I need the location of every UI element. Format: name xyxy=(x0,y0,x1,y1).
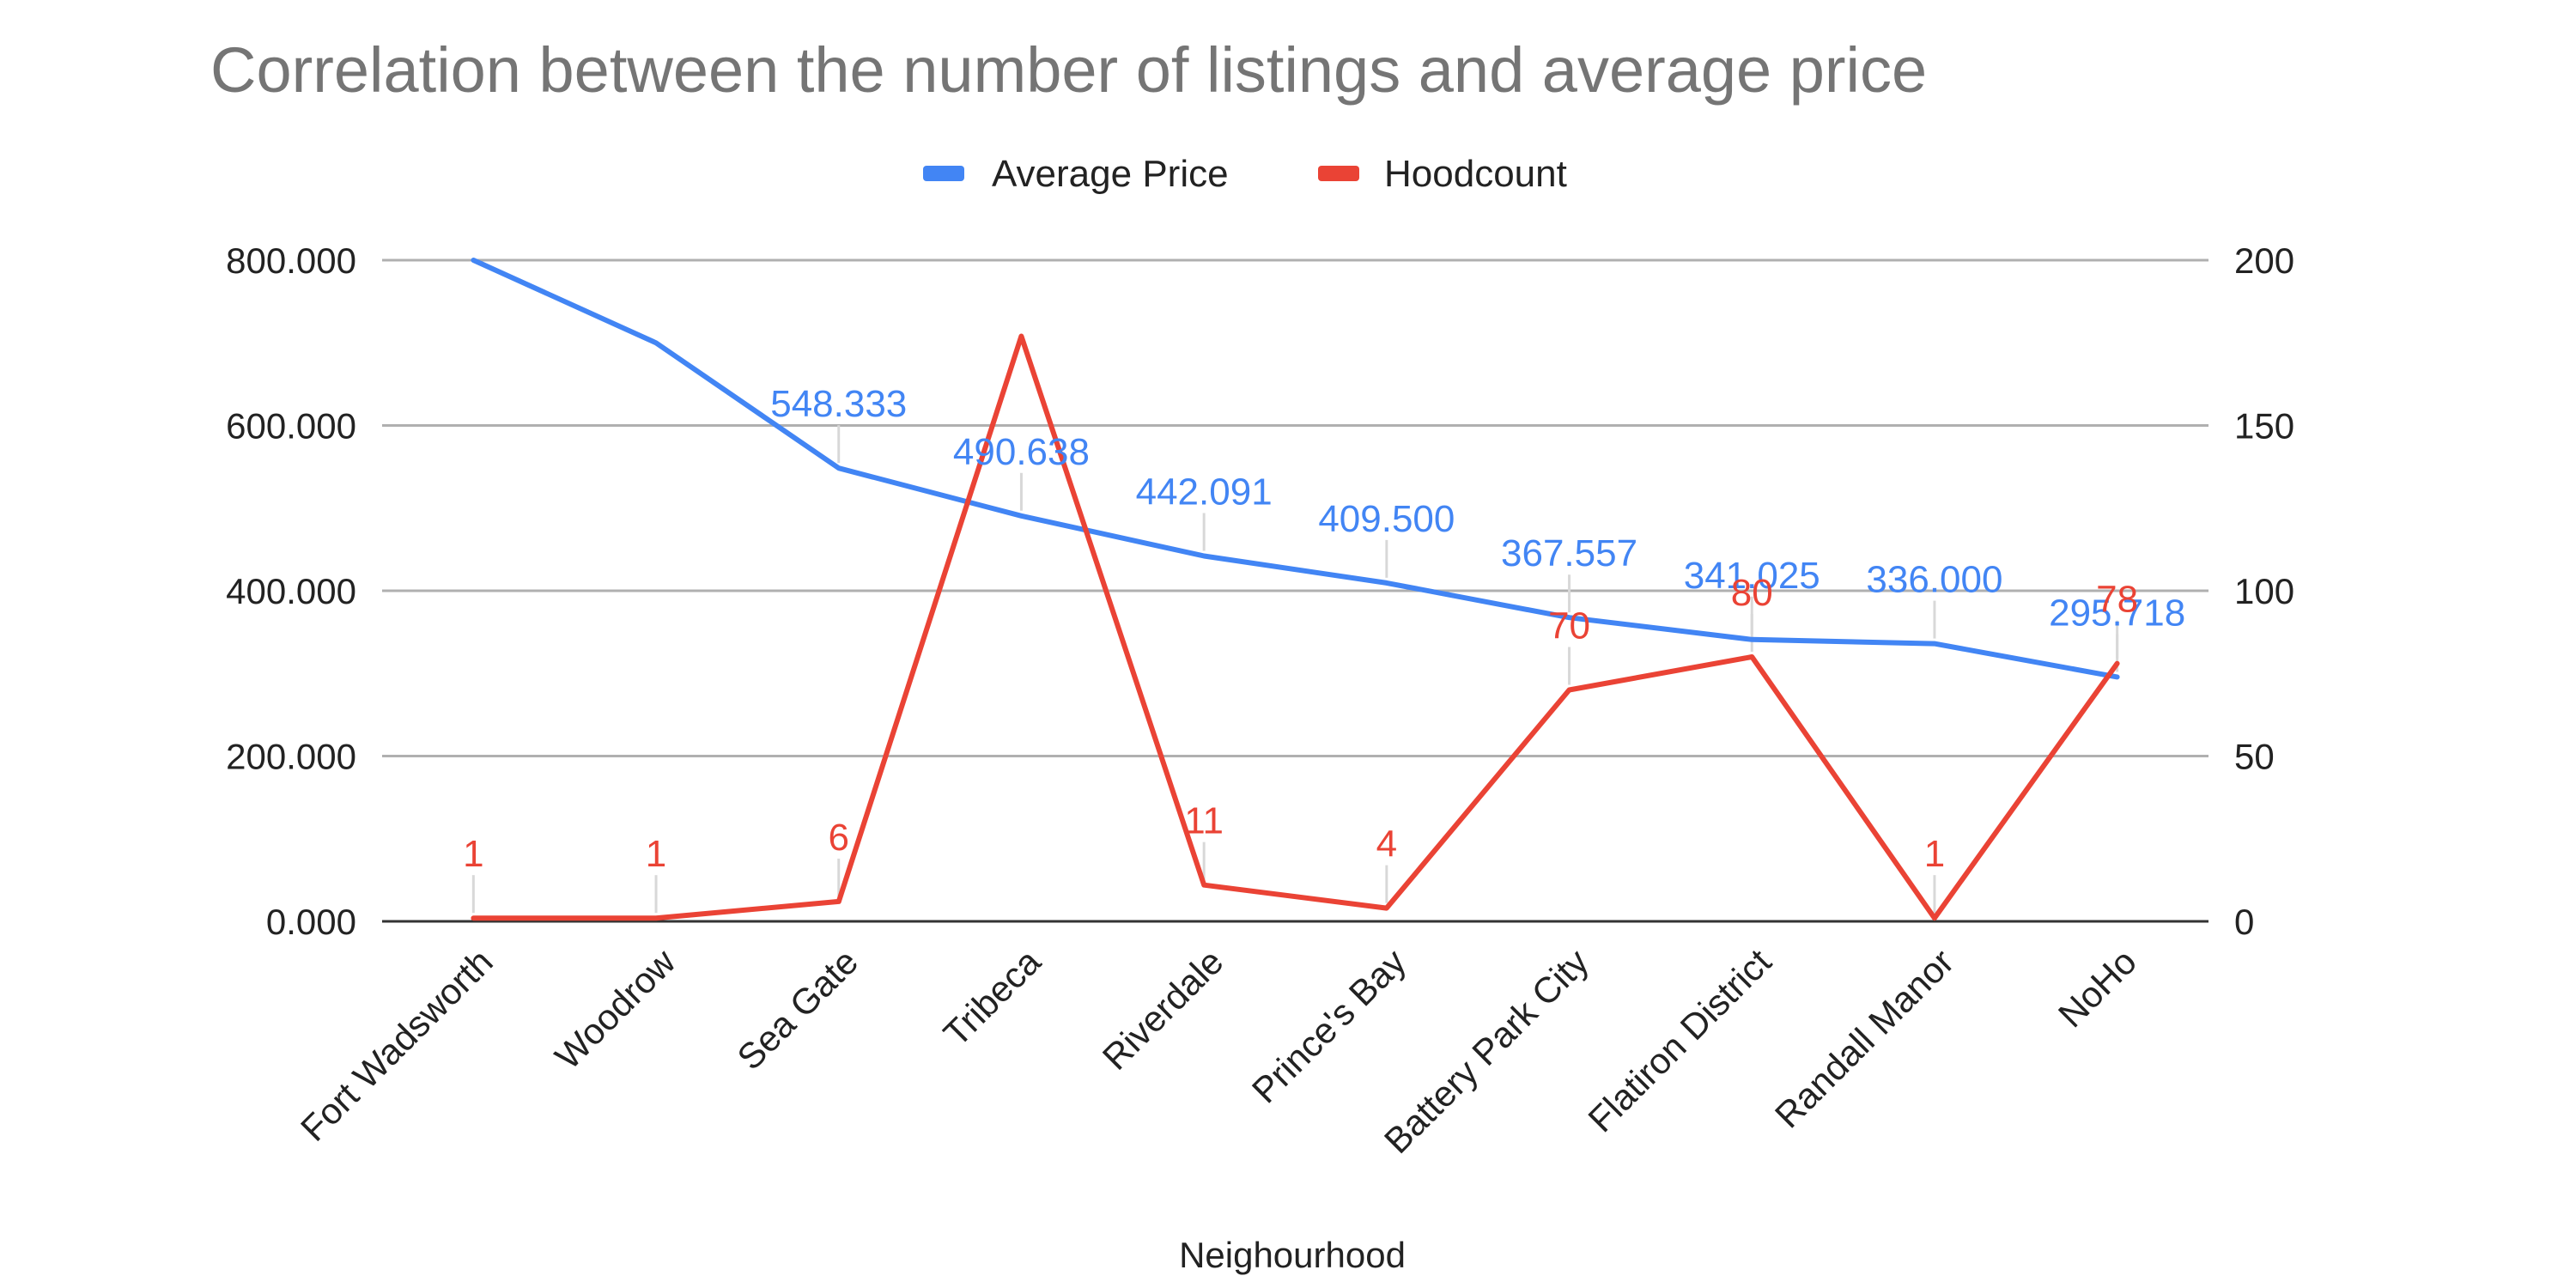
x-tick-label: Woodrow xyxy=(547,941,683,1078)
right-y-tick-label: 50 xyxy=(2234,737,2275,777)
data-label-average-price: 490.638 xyxy=(953,431,1090,473)
right-y-tick-label: 100 xyxy=(2234,571,2294,611)
x-tick-label: Prince's Bay xyxy=(1244,941,1413,1110)
x-tick-label: Tribeca xyxy=(936,941,1049,1054)
data-label-average-price: 341.025 xyxy=(1684,555,1820,597)
series-line-average-price xyxy=(471,258,2120,680)
legend-item-hoodcount[interactable]: Hoodcount xyxy=(1318,153,1567,195)
legend-label-average-price: Average Price xyxy=(992,153,1229,195)
data-label-average-price: 548.333 xyxy=(770,383,907,425)
right-y-axis: 0 50 100 150 200 xyxy=(2234,240,2294,942)
x-tick-label: Fort Wadsworth xyxy=(293,941,501,1149)
left-y-tick-label: 200.000 xyxy=(226,737,356,777)
x-tick-label: Sea Gate xyxy=(729,941,866,1078)
left-y-tick-label: 600.000 xyxy=(226,406,356,447)
data-label-hoodcount: 1 xyxy=(463,833,483,875)
data-label-hoodcount: 1 xyxy=(646,833,666,875)
series-line-hoodcount xyxy=(471,333,2120,921)
legend: Average Price Hoodcount xyxy=(923,153,1567,195)
data-label-average-price: 336.000 xyxy=(1866,559,2002,601)
legend-swatch-hoodcount xyxy=(1318,166,1359,181)
right-y-tick-label: 200 xyxy=(2234,240,2294,281)
x-tick-label: Flatiron District xyxy=(1580,941,1778,1139)
data-label-hoodcount: 11 xyxy=(1184,800,1224,842)
data-label-hoodcount: 4 xyxy=(1376,823,1397,866)
x-tick-label: Battery Park City xyxy=(1376,941,1596,1161)
gridlines xyxy=(382,258,2208,757)
chart-title: Correlation between the number of listin… xyxy=(210,34,1927,106)
right-y-tick-label: 150 xyxy=(2234,406,2294,447)
data-label-hoodcount: 80 xyxy=(1731,572,1773,614)
data-label-leaders xyxy=(471,425,2119,914)
data-label-hoodcount: 78 xyxy=(2096,579,2138,621)
legend-swatch-average-price xyxy=(923,166,964,181)
right-y-tick-label: 0 xyxy=(2234,902,2254,942)
data-label-hoodcount: 70 xyxy=(1548,605,1590,647)
x-axis: Fort Wadsworth Woodrow Sea Gate Tribeca Rive… xyxy=(293,920,2208,1161)
data-label-average-price: 367.557 xyxy=(1501,532,1637,574)
data-label-average-price: 295.718 xyxy=(2049,592,2185,634)
x-tick-label: Riverdale xyxy=(1095,941,1231,1078)
left-y-tick-label: 400.000 xyxy=(226,571,356,611)
left-y-axis: 0.000 200.000 400.000 600.000 800.000 xyxy=(226,240,356,942)
left-y-tick-label: 800.000 xyxy=(226,240,356,281)
series-lines xyxy=(471,258,2120,921)
data-label-hoodcount: 6 xyxy=(829,817,849,859)
legend-label-hoodcount: Hoodcount xyxy=(1384,153,1567,195)
x-tick-label: NoHo xyxy=(2050,941,2144,1035)
data-labels: 548.333 490.638 442.091 409.500 367.557 341.0… xyxy=(463,383,2185,875)
x-axis-title: Neighourhood xyxy=(1179,1235,1406,1275)
x-tick-label: Randall Manor xyxy=(1767,941,1961,1135)
data-label-average-price: 409.500 xyxy=(1318,498,1455,540)
legend-item-average-price[interactable]: Average Price xyxy=(923,153,1229,195)
left-y-tick-label: 0.000 xyxy=(266,902,356,942)
data-label-average-price: 442.091 xyxy=(1136,471,1273,513)
data-label-hoodcount: 1 xyxy=(1924,833,1945,875)
